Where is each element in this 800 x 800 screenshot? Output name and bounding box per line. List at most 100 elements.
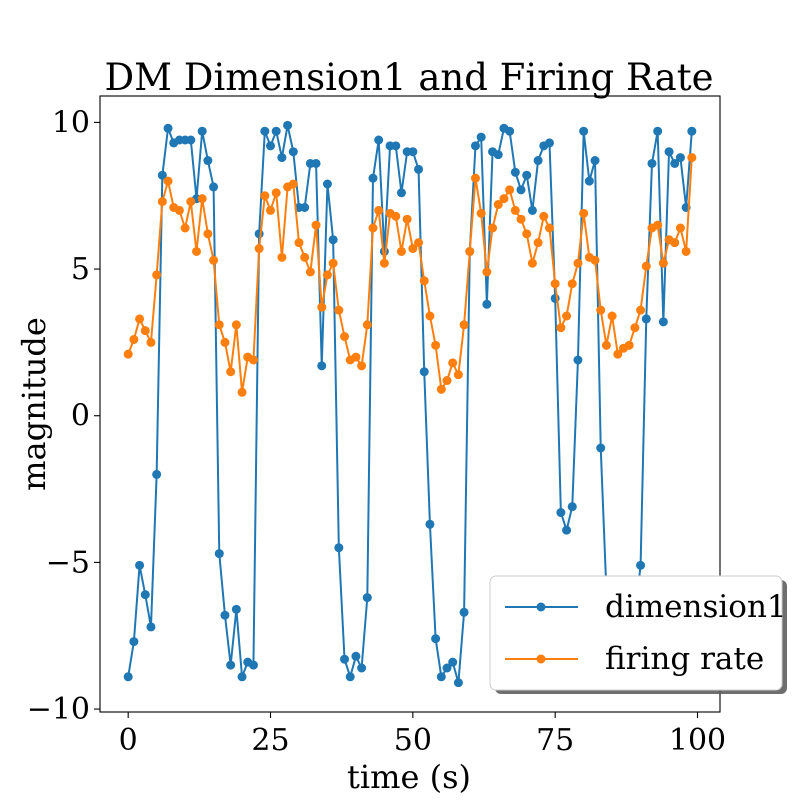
data-point-dimension1 [357,663,367,673]
data-point-dimension1 [226,660,236,670]
data-point-firing-rate [636,305,646,315]
data-point-dimension1 [231,604,241,614]
data-point-dimension1 [653,126,663,136]
data-point-firing-rate [459,320,469,330]
data-point-dimension1 [476,132,486,142]
data-point-firing-rate [214,320,224,330]
data-point-firing-rate [271,188,281,198]
data-point-dimension1 [186,135,196,145]
data-point-firing-rate [192,246,202,256]
data-point-dimension1 [567,502,577,512]
data-point-firing-rate [448,358,458,368]
data-point-firing-rate [590,255,600,265]
data-point-dimension1 [641,314,651,324]
data-point-dimension1 [254,229,264,239]
data-point-dimension1 [396,188,406,198]
data-point-firing-rate [266,205,276,215]
data-point-firing-rate [436,384,446,394]
data-point-dimension1 [248,660,258,670]
data-point-firing-rate [129,334,139,344]
data-point-dimension1 [579,126,589,136]
data-point-dimension1 [163,123,173,133]
data-point-dimension1 [220,610,230,620]
data-point-firing-rate [482,267,492,277]
legend-marker-firing-rate [536,654,546,664]
data-point-dimension1 [283,120,293,130]
data-point-dimension1 [288,147,298,157]
data-point-dimension1 [266,141,276,151]
x-tick-label: 75 [536,723,574,758]
data-point-firing-rate [317,302,327,312]
y-tick-label: −5 [46,545,90,580]
data-point-firing-rate [414,238,424,248]
data-point-dimension1 [658,317,668,327]
data-point-dimension1 [510,167,520,177]
data-point-dimension1 [431,634,441,644]
data-point-firing-rate [311,220,321,230]
data-point-firing-rate [362,320,372,330]
x-tick-label: 100 [669,723,726,758]
y-axis-ticks: −10 −5 0 5 10 [27,105,100,727]
data-point-firing-rate [197,194,207,204]
data-point-firing-rate [186,197,196,207]
data-point-dimension1 [556,508,566,518]
data-point-dimension1 [522,170,532,180]
data-point-dimension1 [374,135,384,145]
data-point-dimension1 [425,519,435,529]
data-point-firing-rate [516,214,526,224]
y-axis-label: magnitude [15,317,53,491]
legend-items: dimension1 firing rate [505,589,787,677]
data-point-dimension1 [408,147,418,157]
data-point-dimension1 [544,138,554,148]
chart-title: DM Dimension1 and Firing Rate [104,56,713,99]
series-dimension1 [123,120,697,688]
data-point-firing-rate [322,270,332,280]
data-point-dimension1 [505,126,515,136]
data-point-dimension1 [277,153,287,163]
data-point-firing-rate [544,223,554,233]
data-point-dimension1 [584,176,594,186]
data-point-dimension1 [152,469,162,479]
data-point-dimension1 [573,355,583,365]
data-point-firing-rate [237,387,247,397]
data-point-dimension1 [123,672,133,682]
data-point-firing-rate [209,255,219,265]
data-point-firing-rate [226,367,236,377]
data-point-firing-rate [146,337,156,347]
data-point-dimension1 [351,651,361,661]
data-point-dimension1 [436,672,446,682]
x-tick-label: 50 [394,723,432,758]
data-point-firing-rate [510,205,520,215]
data-point-dimension1 [391,141,401,151]
data-point-firing-rate [379,258,389,268]
data-point-firing-rate [419,276,429,286]
data-point-firing-rate [488,223,498,233]
data-point-firing-rate [607,311,617,321]
y-tick-label: 10 [52,105,90,140]
data-point-dimension1 [340,654,350,664]
data-point-firing-rate [248,355,258,365]
data-point-dimension1 [197,126,207,136]
data-point-firing-rate [641,261,651,271]
data-point-firing-rate [453,370,463,380]
series-layer [123,120,697,688]
data-point-firing-rate [522,229,532,239]
data-point-dimension1 [675,153,685,163]
data-point-firing-rate [505,185,515,195]
data-point-firing-rate [499,194,509,204]
data-point-dimension1 [362,593,372,603]
data-point-dimension1 [271,126,281,136]
data-point-firing-rate [260,191,270,201]
data-point-firing-rate [539,211,549,221]
data-point-dimension1 [493,150,503,160]
data-point-dimension1 [516,185,526,195]
data-point-dimension1 [157,170,167,180]
data-point-dimension1 [670,158,680,168]
legend-label-firing-rate: firing rate [605,641,764,677]
data-point-dimension1 [419,367,429,377]
data-point-dimension1 [470,141,480,151]
data-point-firing-rate [368,223,378,233]
data-point-firing-rate [653,220,663,230]
data-point-firing-rate [277,252,287,262]
